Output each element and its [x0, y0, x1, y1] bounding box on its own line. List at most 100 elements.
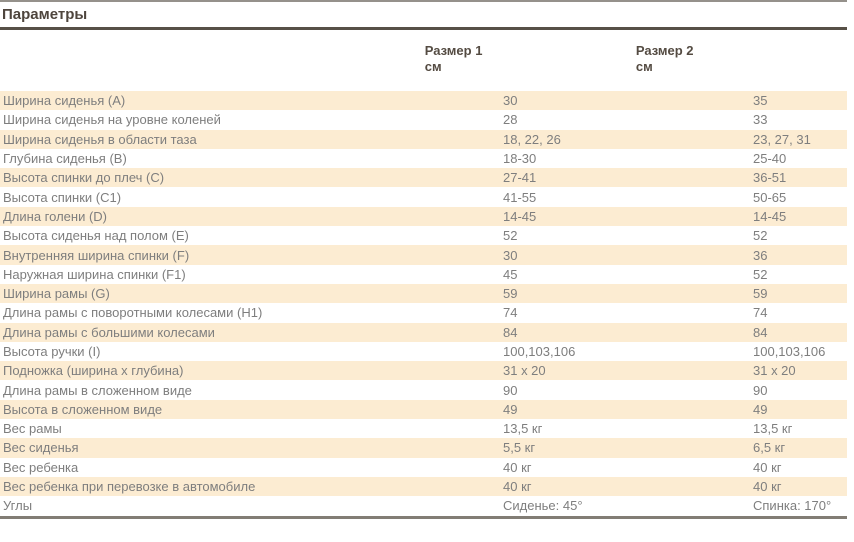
table-row: Высота в сложенном виде 49 49 — [0, 399, 847, 420]
parameter-name: Длина голени (D) — [3, 208, 107, 224]
column-header-size1-unit: см — [424, 59, 442, 74]
size2-value: 40 кг — [753, 459, 782, 475]
table-row: Длина рамы с поворотными колесами (Н1) 7… — [0, 303, 847, 323]
table-row: Подножка (ширина х глубина) 31 x 20 31 x… — [0, 361, 847, 381]
size2-value: 14-45 — [753, 208, 787, 224]
table-row: Вес ребенка 40 кг 40 кг — [0, 457, 847, 477]
size1-value: 90 — [503, 382, 518, 398]
size2-value: 59 — [753, 286, 768, 302]
table-row: Высота спинки до плеч (С) 27-41 36-51 — [0, 168, 847, 188]
table-header-row: Размер 1 см Размер 2 см — [0, 30, 847, 91]
column-header-size2-label: Размер 2 — [635, 43, 694, 58]
size1-value: 5,5 кг — [503, 440, 536, 456]
size1-value: 18-30 — [503, 151, 537, 167]
table-row: Высота сиденья над полом (Е) 52 52 — [0, 226, 847, 246]
size2-value: 100,103,106 — [753, 344, 826, 359]
parameter-name: Высота спинки до плеч (С) — [3, 170, 165, 186]
parameter-name: Подножка (ширина х глубина) — [3, 363, 184, 379]
size1-value: 30 — [503, 247, 518, 263]
parameter-name: Ширина сиденья на уровне коленей — [3, 112, 221, 128]
table-row: Ширина рамы (G) 59 59 — [0, 283, 847, 304]
column-header-size2-unit: см — [635, 59, 653, 74]
size1-value: 52 — [503, 228, 518, 244]
parameter-name: Длина рамы с поворотными колесами (Н1) — [3, 305, 263, 321]
parameter-name: Ширина сиденья (А) — [3, 93, 126, 109]
size2-value: 49 — [753, 401, 768, 417]
table-row: Высота ручки (I) 100,103,106 100,103,106 — [0, 341, 847, 362]
table-row: Длина рамы в сложенном виде 90 90 — [0, 380, 847, 400]
size2-value: 35 — [753, 93, 768, 109]
size2-value: 25-40 — [753, 151, 787, 167]
header-name-spacer — [0, 43, 425, 75]
size2-value: 52 — [753, 228, 768, 244]
column-header-size2: Размер 2 см — [636, 43, 847, 75]
size1-value: 13,5 кг — [503, 421, 543, 437]
size2-value: 23, 27, 31 — [753, 131, 811, 147]
table-row: Вес сиденья 5,5 кг 6,5 кг — [0, 438, 847, 458]
table-row: Вес ребенка при перевозке в автомобиле 4… — [0, 476, 847, 497]
size2-value: 36-51 — [753, 170, 787, 186]
parameter-name: Вес ребенка — [3, 459, 79, 475]
table-row: Наружная ширина спинки (F1) 45 52 — [0, 264, 847, 284]
table-row: Высота спинки (С1) 41-55 50-65 — [0, 187, 847, 207]
page-title: Параметры — [2, 6, 88, 23]
parameters-table: Размер 1 см Размер 2 см Ширина сиденья (… — [0, 30, 847, 516]
column-header-size1: Размер 1 см — [425, 43, 636, 75]
size1-value: 100,103,106 — [503, 344, 576, 359]
size1-value: 30 — [503, 93, 518, 109]
parameter-name: Высота сиденья над полом (Е) — [3, 228, 189, 244]
size1-value: 84 — [503, 324, 518, 340]
size2-value: 33 — [753, 112, 768, 128]
size1-value: 27-41 — [503, 170, 537, 186]
parameter-name: Высота в сложенном виде — [3, 401, 163, 417]
parameter-name: Ширина рамы (G) — [3, 286, 110, 302]
column-header-size1-label: Размер 1 — [424, 43, 483, 58]
size1-value: 40 кг — [503, 459, 532, 475]
parameter-name: Внутренняя ширина спинки (F) — [3, 247, 190, 263]
parameter-name: Углы — [3, 498, 33, 514]
parameters-page: Параметры Размер 1 см Размер 2 см Ширина… — [0, 0, 847, 519]
size1-value: 41-55 — [503, 189, 537, 205]
table-row: Глубина сиденья (В) 18-30 25-40 — [0, 148, 847, 169]
size2-value: 36 — [753, 247, 768, 263]
title-divider — [0, 27, 847, 30]
parameter-name: Вес рамы — [3, 421, 62, 437]
table-row: Внутренняя ширина спинки (F) 30 36 — [0, 245, 847, 265]
size1-value: 74 — [503, 305, 518, 321]
parameter-name: Длина рамы в сложенном виде — [3, 382, 192, 398]
table-row: Длина рамы с большими колесами 84 84 — [0, 322, 847, 342]
bottom-divider — [0, 515, 847, 519]
parameter-name: Глубина сиденья (В) — [3, 151, 127, 167]
parameter-name: Длина рамы с большими колесами — [3, 324, 215, 340]
size2-value: 6,5 кг — [753, 440, 786, 456]
parameter-name: Ширина сиденья в области таза — [3, 131, 197, 147]
table-body: Ширина сиденья (А) 30 35 Ширина сиденья … — [0, 91, 847, 516]
size2-value: 40 кг — [753, 479, 782, 495]
size1-value: 59 — [503, 286, 518, 302]
size1-value: 40 кг — [503, 479, 532, 495]
size1-value: 31 x 20 — [503, 363, 546, 379]
size2-value: 84 — [753, 324, 768, 340]
size2-value: 52 — [753, 266, 768, 282]
parameter-name: Высота ручки (I) — [3, 344, 101, 359]
table-row: Ширина сиденья на уровне коленей 28 33 — [0, 110, 847, 130]
table-row: Углы Сиденье: 45° Спинка: 170° — [0, 496, 847, 516]
parameter-name: Вес ребенка при перевозке в автомобиле — [3, 479, 256, 495]
size1-value: 18, 22, 26 — [503, 131, 561, 147]
size1-value: 49 — [503, 401, 518, 417]
size2-value: Спинка: 170° — [753, 498, 832, 514]
size2-value: 74 — [753, 305, 768, 321]
size2-value: 13,5 кг — [753, 421, 793, 437]
size1-value: 45 — [503, 266, 518, 282]
parameter-name: Высота спинки (С1) — [3, 189, 122, 205]
size2-value: 50-65 — [753, 189, 787, 205]
table-row: Ширина сиденья (А) 30 35 — [0, 91, 847, 111]
table-row: Вес рамы 13,5 кг 13,5 кг — [0, 419, 847, 439]
size1-value: 28 — [503, 112, 518, 128]
size1-value: Сиденье: 45° — [503, 498, 583, 514]
top-divider — [0, 0, 847, 2]
size2-value: 31 x 20 — [753, 363, 796, 379]
parameter-name: Вес сиденья — [3, 440, 79, 456]
table-row: Длина голени (D) 14-45 14-45 — [0, 206, 847, 227]
parameter-name: Наружная ширина спинки (F1) — [3, 266, 186, 282]
